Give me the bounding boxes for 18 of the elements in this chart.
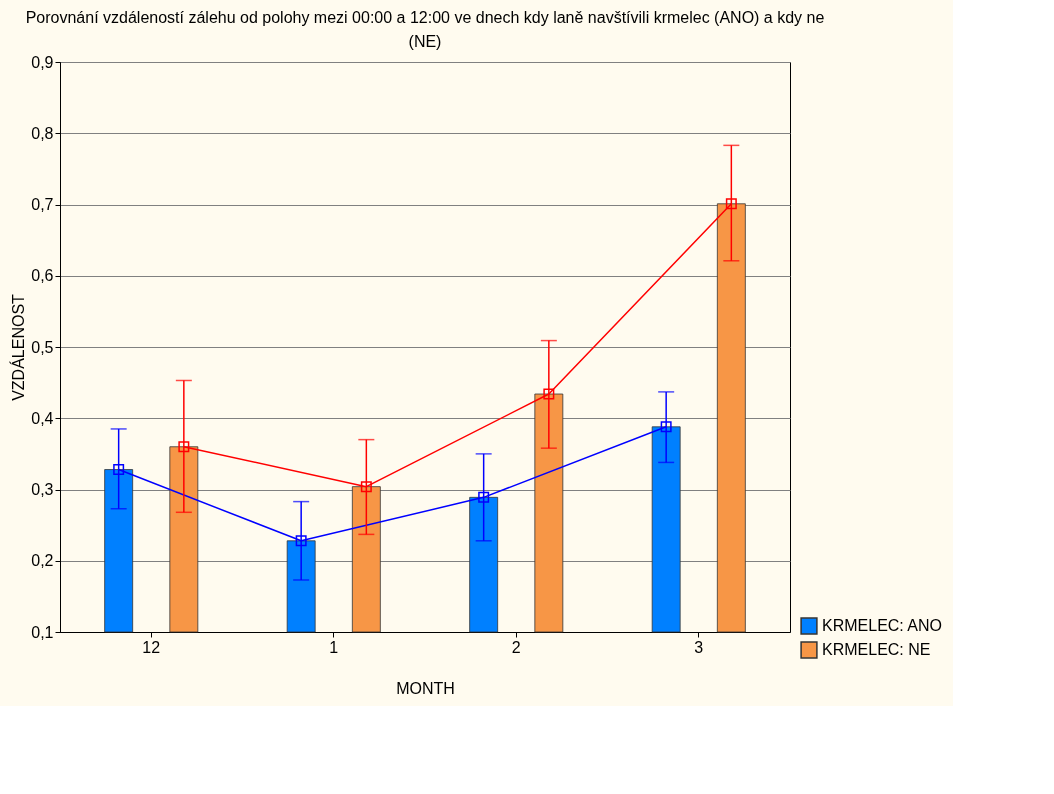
- y-axis-title: VZDÁLENOST: [9, 293, 28, 401]
- legend-label: KRMELEC: ANO: [822, 617, 943, 634]
- x-tick-label: 1: [329, 638, 339, 656]
- chart-title: Porovnání vzdáleností zálehu od polohy mezi 00:00 a 12:00 ve dnech kdy laně navštívili krmelec (ANO) a kdy ne (NE): [25, 9, 825, 50]
- y-tick-label: 0,2: [31, 552, 54, 570]
- x-tick-label: 12: [142, 638, 161, 656]
- y-tick-label: 0,5: [31, 338, 54, 356]
- y-tick-label: 0,4: [31, 409, 54, 427]
- y-tick-label: 0,6: [31, 267, 54, 285]
- y-tick-label: 0,1: [31, 623, 54, 641]
- y-tick-label: 0,7: [31, 196, 54, 213]
- legend-label: KRMELEC: NE: [822, 641, 931, 658]
- x-tick-label: 2: [511, 638, 521, 656]
- x-axis-title: MONTH: [396, 679, 455, 697]
- y-tick-label: 0,8: [31, 124, 54, 142]
- x-tick-label: 3: [694, 638, 704, 656]
- y-tick-label: 0,9: [31, 53, 54, 71]
- y-tick-label: 0,3: [31, 481, 54, 498]
